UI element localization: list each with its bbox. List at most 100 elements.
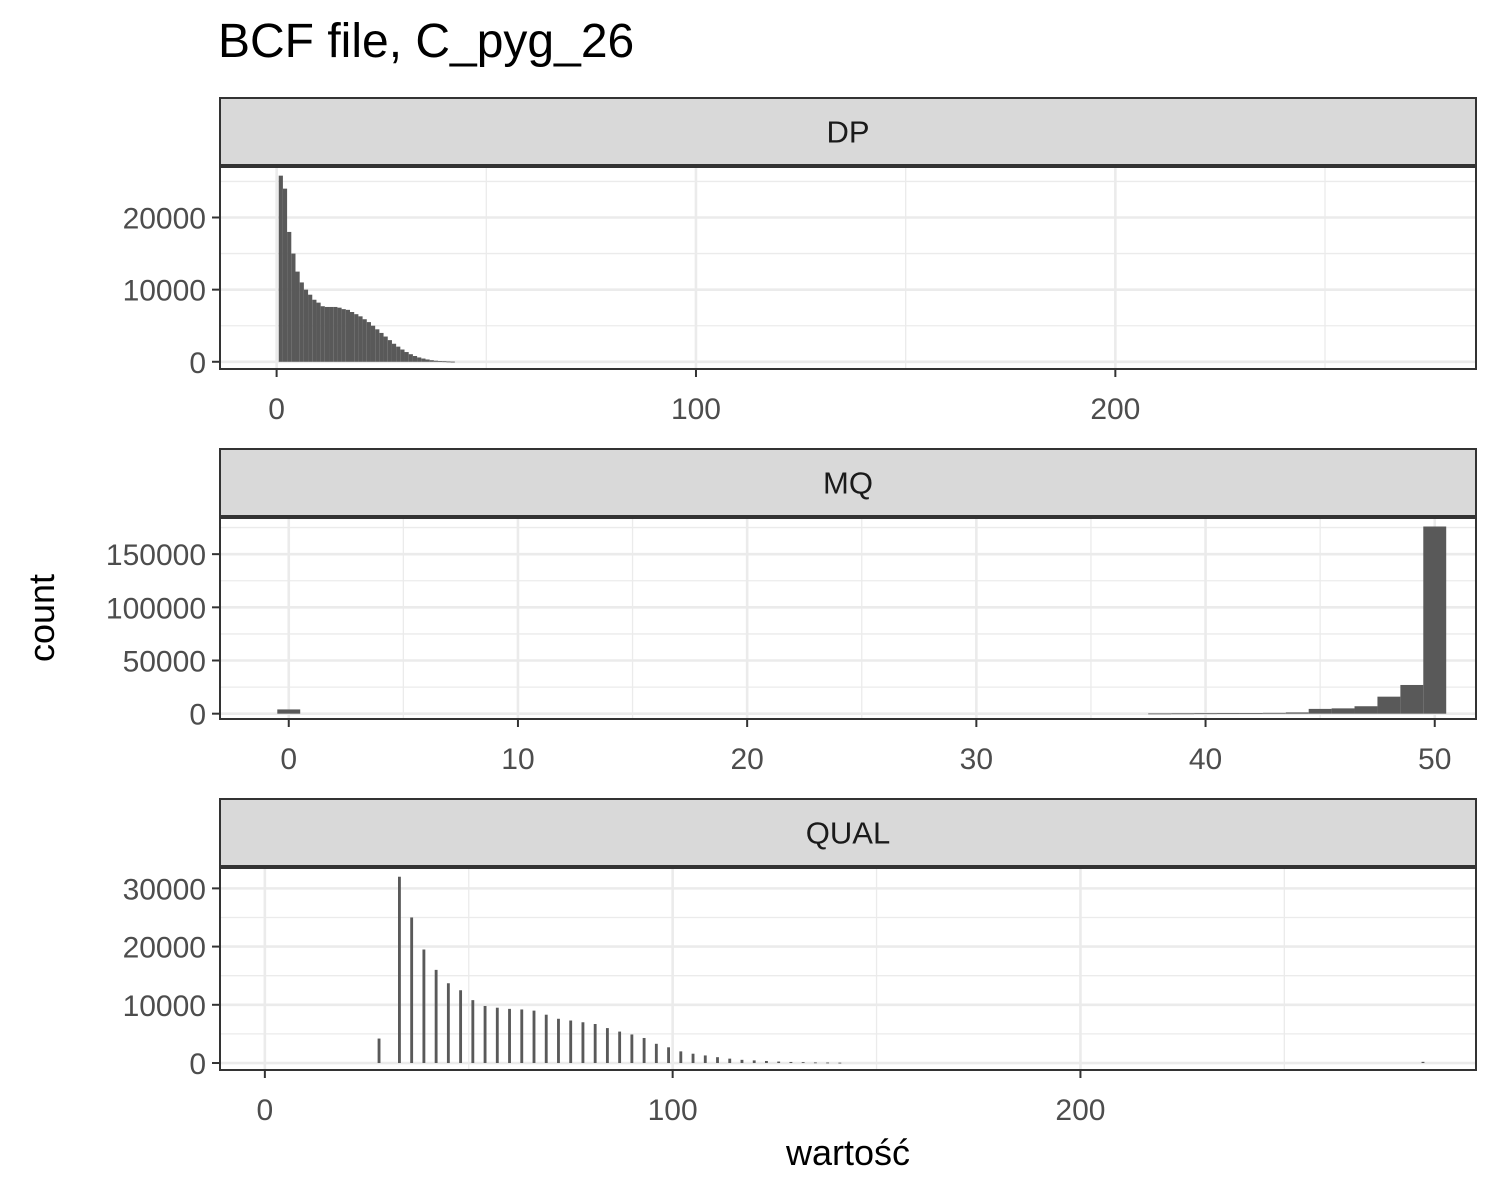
y-tick-label-mq: 150000 — [106, 539, 206, 572]
histogram-bar-dp — [312, 299, 317, 362]
histogram-bar-dp — [391, 343, 397, 362]
histogram-bar-dp — [358, 316, 363, 362]
panel-border-dp — [219, 166, 1477, 370]
panel-border-mq — [219, 517, 1477, 720]
histogram-bar-qual — [703, 1055, 707, 1064]
histogram-bar-dp — [324, 306, 330, 362]
panel-border-qual — [219, 867, 1477, 1071]
histogram-bar-mq — [1148, 713, 1172, 715]
y-tick-label-qual: 0 — [189, 1048, 206, 1081]
histogram-bar-mq — [1194, 713, 1218, 715]
facet-label-qual: QUAL — [806, 816, 890, 851]
histogram-bar-qual — [789, 1061, 793, 1064]
histogram-bar-qual — [654, 1043, 658, 1064]
x-tick-label-mq: 50 — [1418, 743, 1451, 776]
panel-background-qual — [220, 868, 1476, 1070]
histogram-bar-dp — [429, 360, 434, 362]
x-tick-label-dp: 0 — [268, 393, 285, 426]
histogram-bar-qual — [446, 983, 450, 1064]
histogram-bar-mq — [1400, 684, 1424, 714]
histogram-bar-qual — [1421, 1061, 1425, 1064]
histogram-bar-qual — [410, 917, 414, 1064]
x-tick-label-mq: 10 — [501, 743, 534, 776]
histogram-bar-qual — [679, 1051, 683, 1064]
histogram-bar-mq — [1354, 706, 1378, 714]
histogram-bar-mq — [1285, 712, 1309, 714]
histogram-bar-qual — [752, 1060, 756, 1064]
histogram-bar-qual — [630, 1034, 634, 1064]
histogram-bar-qual — [667, 1047, 670, 1064]
histogram-bar-qual — [581, 1022, 585, 1064]
histogram-bar-qual — [398, 876, 401, 1064]
histogram-bar-qual — [716, 1057, 719, 1064]
histogram-bar-dp — [387, 340, 392, 362]
chart-title: BCF file, C_pyg_26 — [218, 15, 635, 68]
y-tick-label-qual: 30000 — [123, 873, 206, 906]
y-tick-label-qual: 20000 — [123, 932, 206, 965]
histogram-bar-mq — [1308, 708, 1332, 714]
histogram-bar-qual — [483, 1005, 487, 1064]
histogram-bar-dp — [354, 314, 359, 362]
histogram-bar-dp — [366, 322, 371, 362]
panel-background-mq — [220, 518, 1476, 719]
histogram-bar-qual — [826, 1062, 830, 1064]
histogram-bar-dp — [433, 360, 439, 362]
histogram-bar-qual — [740, 1059, 744, 1064]
histogram-bar-dp — [316, 302, 321, 362]
histogram-bar-dp — [396, 346, 401, 362]
histogram-bar-dp — [404, 352, 409, 362]
histogram-bar-mq — [1377, 696, 1401, 714]
histogram-bar-dp — [278, 175, 283, 362]
histogram-bar-qual — [377, 1038, 381, 1064]
histogram-bar-qual — [532, 1010, 536, 1064]
histogram-bar-qual — [813, 1062, 817, 1064]
y-tick-label-dp: 20000 — [123, 203, 206, 236]
histogram-bar-dp — [438, 361, 443, 362]
histogram-bar-dp — [291, 253, 296, 362]
histogram-bar-dp — [287, 231, 292, 362]
histogram-bar-dp — [412, 356, 418, 362]
facet-label-mq: MQ — [823, 466, 873, 501]
x-tick-label-qual: 200 — [1055, 1094, 1105, 1127]
histogram-bar-dp — [329, 306, 334, 362]
x-tick-label-qual: 100 — [648, 1094, 698, 1127]
histogram-bar-dp — [350, 312, 355, 362]
facet-strip-dp — [219, 97, 1477, 166]
x-tick-label-mq: 20 — [730, 743, 763, 776]
histogram-bar-dp — [341, 309, 346, 362]
histogram-bar-qual — [777, 1061, 781, 1064]
histogram-bar-dp — [408, 354, 413, 362]
histogram-bar-dp — [400, 349, 405, 362]
x-tick-label-mq: 30 — [960, 743, 993, 776]
x-tick-label-dp: 100 — [671, 393, 721, 426]
x-tick-label-dp: 200 — [1090, 393, 1140, 426]
histogram-bar-qual — [422, 949, 426, 1064]
y-tick-label-mq: 100000 — [106, 592, 206, 625]
x-tick-label-qual: 0 — [257, 1094, 274, 1127]
histogram-bar-dp — [370, 325, 376, 362]
histogram-bar-qual — [434, 969, 438, 1064]
histogram-bar-qual — [520, 1009, 524, 1064]
histogram-bar-qual — [765, 1060, 768, 1064]
histogram-bar-mq — [1217, 713, 1240, 714]
x-tick-label-mq: 40 — [1189, 743, 1222, 776]
histogram-bar-qual — [728, 1058, 732, 1064]
histogram-bar-mq — [1423, 526, 1447, 714]
histogram-bar-dp — [375, 329, 380, 362]
histogram-bar-qual — [459, 990, 463, 1064]
histogram-bar-dp — [379, 332, 384, 362]
histogram-bar-dp — [337, 307, 342, 362]
x-tick-label-mq: 0 — [280, 743, 297, 776]
histogram-bar-mq — [1239, 713, 1263, 714]
histogram-bar-dp — [308, 294, 313, 362]
histogram-bar-qual — [691, 1053, 695, 1064]
histogram-bar-dp — [295, 271, 300, 362]
histogram-bar-dp — [442, 361, 447, 363]
panel-background-dp — [220, 167, 1476, 369]
histogram-bar-qual — [544, 1014, 548, 1064]
facet-strip-qual — [219, 798, 1477, 867]
histogram-bar-dp — [282, 188, 288, 362]
histogram-bar-mq — [1331, 708, 1355, 714]
histogram-bar-qual — [618, 1031, 622, 1064]
